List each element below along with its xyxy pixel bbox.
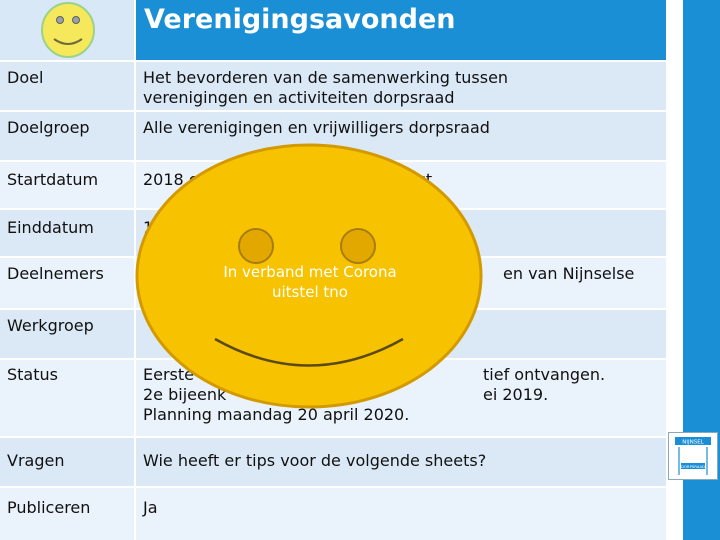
table-row: Doel Het bevorderen van de samenwerking … [0, 62, 666, 110]
overlay-message: In verband met Corona uitstel tno [190, 262, 430, 302]
row-label: Doelgroep [7, 118, 90, 137]
row-value: 2e bijeenk [143, 385, 227, 404]
row-value: Ja [143, 498, 158, 517]
header-title-cell: Verenigingsavonden [136, 0, 666, 60]
table-row: Publiceren Ja [0, 488, 666, 540]
logo-line2: DORPSRAAD [681, 464, 705, 469]
row-value: Alle verenigingen en vrijwilligers dorps… [143, 118, 490, 137]
row-label: Publiceren [7, 498, 91, 517]
row-value: ei 2019. [483, 385, 549, 404]
row-label: Werkgroep [7, 316, 94, 335]
row-value: verenigingen en activiteiten dorpsraad [143, 88, 455, 107]
overlay-line1: In verband met Corona [223, 263, 397, 281]
row-value: Eerste [143, 365, 194, 384]
row-value: en van Nijnselse [503, 264, 635, 283]
overlay-line2: uitstel tno [272, 283, 348, 301]
row-label: Startdatum [7, 170, 99, 189]
row-value: Het bevorderen van de samenwerking tusse… [143, 68, 509, 87]
right-eye [340, 228, 376, 264]
table-row: Vragen Wie heeft er tips voor de volgend… [0, 438, 666, 486]
row-value: tief ontvangen. [483, 365, 606, 384]
dorpsraad-logo-icon: NIJNSEL DORPSRAAD [668, 432, 718, 480]
row-label: Deelnemers [7, 264, 104, 283]
header-row: Verenigingsavonden [0, 0, 666, 60]
page-title: Verenigingsavonden [144, 4, 456, 35]
left-eye [238, 228, 274, 264]
row-label: Status [7, 365, 58, 384]
smile-mouth [214, 337, 404, 367]
header-icon-cell [0, 0, 136, 60]
logo-line1: NIJNSEL [682, 440, 704, 446]
smiley-icon [41, 2, 95, 58]
row-label: Einddatum [7, 218, 94, 237]
row-value: Wie heeft er tips voor de volgende sheet… [143, 451, 487, 470]
row-value: Planning maandag 20 april 2020. [143, 405, 410, 424]
row-label: Vragen [7, 451, 65, 470]
row-label: Doel [7, 68, 44, 87]
